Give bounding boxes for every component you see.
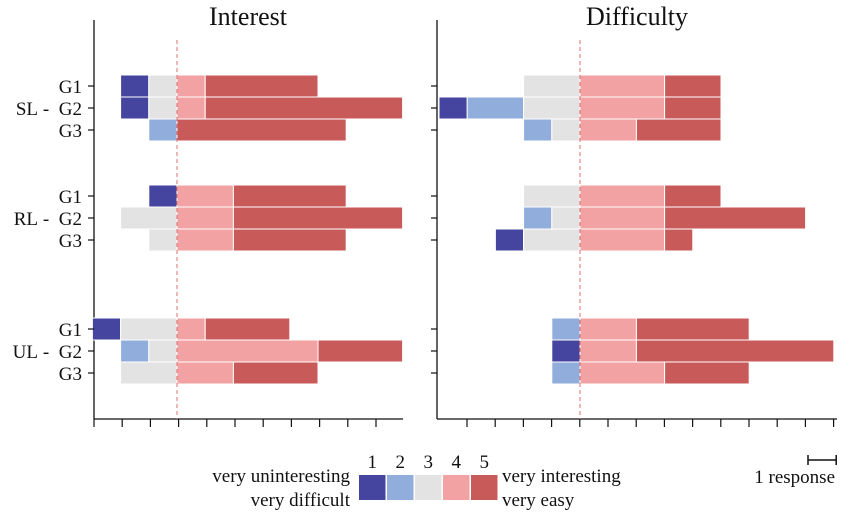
row-label: G1	[59, 320, 82, 341]
bar-difficulty-sl-g1-level5	[665, 75, 721, 97]
group-label-rl: RL	[14, 209, 38, 230]
bar-interest-ul-g2-level3	[149, 340, 177, 362]
bar-interest-rl-g1-level5	[233, 185, 346, 207]
legend-swatch-2	[387, 475, 414, 500]
legend-swatch-5	[471, 475, 498, 500]
bar-interest-ul-g1-level5	[205, 318, 290, 340]
bar-interest-rl-g1-level4	[177, 185, 233, 207]
row-label: G1	[59, 187, 82, 208]
row-label: G3	[59, 364, 82, 385]
legend-level-label: 3	[424, 452, 434, 473]
bar-interest-rl-g3-level3	[149, 229, 177, 251]
bar-difficulty-sl-g2-level2	[467, 97, 523, 119]
bar-interest-ul-g1-level4	[177, 318, 205, 340]
bar-difficulty-rl-g3-level4	[580, 229, 665, 251]
bar-difficulty-ul-g3-level4	[580, 362, 665, 384]
bar-difficulty-rl-g3-level1	[495, 229, 523, 251]
legend-level-label: 4	[452, 452, 462, 473]
bar-interest-rl-g3-level5	[233, 229, 346, 251]
bar-difficulty-ul-g1-level4	[580, 318, 636, 340]
bar-difficulty-rl-g2-level4	[580, 207, 665, 229]
bar-difficulty-ul-g3-level5	[665, 362, 750, 384]
row-label: G2	[59, 209, 82, 230]
bar-interest-rl-g1-level1	[149, 185, 177, 207]
row-label: G2	[59, 99, 82, 120]
bar-difficulty-ul-g2-level4	[580, 340, 636, 362]
bar-interest-sl-g1-level1	[121, 75, 149, 97]
legend-swatch-3	[415, 475, 442, 500]
panel-title-interest: Interest	[209, 2, 288, 31]
legend-right-text-1: very interesting	[502, 466, 621, 487]
bar-difficulty-rl-g1-level5	[665, 185, 721, 207]
bar-difficulty-sl-g3-level4	[580, 119, 636, 141]
group-separator: -	[43, 99, 49, 120]
group-separator: -	[43, 209, 49, 230]
bar-difficulty-sl-g2-level3	[524, 97, 580, 119]
scale-bar-label: 1 response	[754, 467, 835, 488]
bar-difficulty-ul-g2-level5	[636, 340, 833, 362]
bar-difficulty-rl-g2-level5	[665, 207, 806, 229]
bar-interest-sl-g1-level3	[149, 75, 177, 97]
bar-interest-sl-g2-level4	[177, 97, 205, 119]
row-label: G1	[59, 77, 82, 98]
bar-difficulty-sl-g3-level3	[552, 119, 580, 141]
bar-difficulty-ul-g3-level2	[552, 362, 580, 384]
bar-interest-rl-g3-level4	[177, 229, 233, 251]
bar-difficulty-rl-g1-level3	[524, 185, 580, 207]
bar-difficulty-ul-g1-level5	[636, 318, 749, 340]
panel-title-difficulty: Difficulty	[586, 2, 688, 31]
bar-interest-ul-g2-level4	[177, 340, 318, 362]
bar-difficulty-sl-g3-level2	[524, 119, 552, 141]
bar-difficulty-ul-g2-level1	[552, 340, 580, 362]
group-label-sl: SL	[16, 99, 38, 120]
legend-left-text-1: very uninteresting	[212, 466, 350, 487]
bar-difficulty-rl-g1-level4	[580, 185, 665, 207]
bar-interest-ul-g2-level5	[318, 340, 403, 362]
row-label: G3	[59, 121, 82, 142]
bar-difficulty-rl-g3-level5	[665, 229, 693, 251]
bar-difficulty-sl-g2-level5	[665, 97, 721, 119]
group-label-ul: UL	[13, 342, 38, 363]
bar-interest-ul-g1-level1	[92, 318, 120, 340]
bar-difficulty-sl-g2-level1	[439, 97, 467, 119]
legend-swatch-4	[443, 475, 470, 500]
bar-interest-ul-g2-level2	[121, 340, 149, 362]
bar-difficulty-sl-g3-level5	[636, 119, 721, 141]
bar-interest-sl-g1-level5	[205, 75, 318, 97]
bar-difficulty-sl-g2-level4	[580, 97, 665, 119]
legend-level-label: 2	[396, 452, 406, 473]
bar-interest-sl-g1-level4	[177, 75, 205, 97]
bar-interest-sl-g3-level2	[149, 119, 177, 141]
bar-interest-ul-g3-level4	[177, 362, 233, 384]
legend-right-text-2: very easy	[502, 490, 575, 511]
row-label: G2	[59, 342, 82, 363]
bar-difficulty-sl-g1-level3	[524, 75, 580, 97]
legend-left-text-2: very difficult	[251, 490, 351, 511]
group-separator: -	[43, 342, 49, 363]
legend-level-label: 1	[368, 452, 378, 473]
bar-interest-sl-g2-level5	[205, 97, 402, 119]
bar-difficulty-ul-g1-level2	[552, 318, 580, 340]
bar-difficulty-sl-g1-level4	[580, 75, 665, 97]
bar-difficulty-rl-g2-level2	[524, 207, 552, 229]
bar-interest-rl-g2-level5	[233, 207, 402, 229]
chart-stage: InterestG1G2G3SL-G1G2G3RL-G1G2G3UL-Diffi…	[0, 0, 849, 519]
bar-interest-sl-g3-level5	[177, 119, 346, 141]
bar-interest-sl-g2-level3	[149, 97, 177, 119]
legend-level-label: 5	[480, 452, 490, 473]
bar-interest-ul-g3-level5	[233, 362, 318, 384]
bar-interest-sl-g2-level1	[121, 97, 149, 119]
bar-difficulty-rl-g2-level3	[552, 207, 580, 229]
likert-chart: InterestG1G2G3SL-G1G2G3RL-G1G2G3UL-Diffi…	[0, 0, 849, 519]
row-label: G3	[59, 231, 82, 252]
bar-interest-rl-g2-level4	[177, 207, 233, 229]
bar-difficulty-rl-g3-level3	[524, 229, 580, 251]
bar-interest-rl-g2-level3	[121, 207, 177, 229]
bar-interest-ul-g3-level3	[121, 362, 177, 384]
legend-swatch-1	[359, 475, 386, 500]
bar-interest-ul-g1-level3	[121, 318, 177, 340]
